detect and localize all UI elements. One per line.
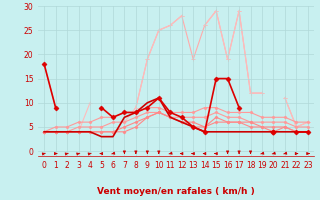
X-axis label: Vent moyen/en rafales ( km/h ): Vent moyen/en rafales ( km/h ) <box>97 187 255 196</box>
